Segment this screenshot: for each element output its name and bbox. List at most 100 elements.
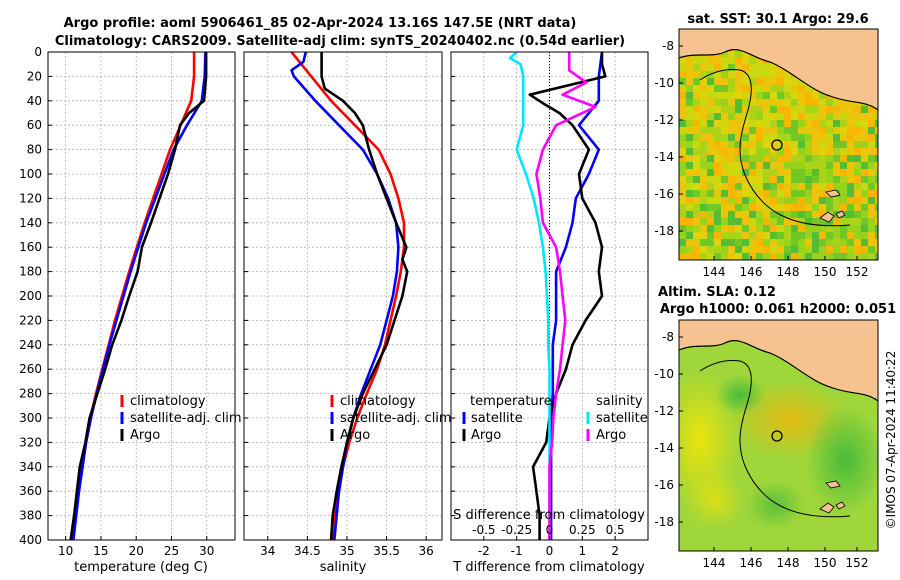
sst-pixel — [875, 169, 878, 176]
sst-pixel — [847, 134, 854, 141]
sst-pixel — [847, 246, 854, 253]
sst-pixel — [784, 239, 791, 246]
sst-pixel — [714, 232, 721, 239]
sst-pixel — [686, 232, 693, 239]
sst-pixel — [791, 120, 798, 127]
sst-pixel — [686, 183, 693, 190]
sst-pixel — [777, 85, 784, 92]
sst-pixel — [777, 148, 784, 155]
sst-pixel — [875, 134, 878, 141]
sst-pixel — [756, 253, 763, 260]
sst-pixel — [777, 106, 784, 113]
sst-pixel — [861, 246, 868, 253]
salinity-panel: 34 34.5 35 35.5 36 — [243, 51, 443, 558]
sst-pixel — [798, 190, 805, 197]
legend-temperature-heading: temperature — [470, 394, 552, 409]
sst-pixel — [833, 106, 840, 113]
sst-pixel — [728, 78, 735, 85]
sst-pixel — [826, 134, 833, 141]
sst-pixel — [798, 141, 805, 148]
sst-pixel — [840, 148, 847, 155]
sst-pixel — [735, 218, 742, 225]
sst-pixel — [735, 197, 742, 204]
sst-pixel — [742, 190, 749, 197]
sst-pixel — [714, 120, 721, 127]
sst-pixel — [756, 134, 763, 141]
sst-pixel — [700, 78, 707, 85]
sst-pixel — [798, 134, 805, 141]
sst-pixel — [861, 176, 868, 183]
sst-pixel — [784, 78, 791, 85]
sst-pixel — [868, 106, 875, 113]
sst-pixel — [826, 197, 833, 204]
sst-pixel — [854, 197, 861, 204]
sst-pixel — [679, 169, 686, 176]
sst-pixel — [742, 176, 749, 183]
sst-pixel — [805, 127, 812, 134]
sst-pixel — [728, 190, 735, 197]
sst-pixel — [826, 162, 833, 169]
sst-pixel — [735, 176, 742, 183]
sst-pixel — [735, 64, 742, 71]
sst-pixel — [819, 197, 826, 204]
sst-pixel — [721, 120, 728, 127]
sst-pixel — [791, 78, 798, 85]
sst-pixel — [728, 57, 735, 64]
sst-pixel — [791, 190, 798, 197]
sst-pixel — [777, 239, 784, 246]
sst-pixel — [805, 211, 812, 218]
sst-pixel — [763, 176, 770, 183]
sst-pixel — [777, 78, 784, 85]
sst-pixel — [686, 246, 693, 253]
sst-pixel — [693, 127, 700, 134]
sst-pixel — [833, 169, 840, 176]
y-tick-label: 160 — [19, 240, 42, 254]
sst-pixel — [763, 155, 770, 162]
sst-pixel — [693, 225, 700, 232]
legend-satellite: satellite-adj. clim — [340, 411, 452, 426]
sst-pixel — [735, 57, 742, 64]
sst-pixel — [714, 169, 721, 176]
sst-pixel — [812, 92, 819, 99]
sst-pixel — [847, 183, 854, 190]
sst-pixel — [735, 113, 742, 120]
sst-argo-location — [771, 139, 783, 151]
sst-pixel — [679, 211, 686, 218]
sst-pixel — [707, 92, 714, 99]
sst-pixel — [861, 141, 868, 148]
sst-pixel — [714, 190, 721, 197]
sst-pixel — [854, 106, 861, 113]
sst-pixel — [686, 127, 693, 134]
sst-pixel — [840, 197, 847, 204]
sst-pixel — [700, 246, 707, 253]
sst-pixel — [791, 113, 798, 120]
sst-pixel — [714, 246, 721, 253]
sst-pixel — [847, 211, 854, 218]
sst-pixel — [749, 141, 756, 148]
sst-pixel — [756, 78, 763, 85]
sst-pixel — [693, 169, 700, 176]
sst-pixel — [868, 239, 875, 246]
sst-pixel — [735, 225, 742, 232]
sst-pixel — [679, 253, 686, 260]
sst-pixel — [693, 85, 700, 92]
sst-pixel — [742, 127, 749, 134]
sst-pixel — [875, 218, 878, 225]
sst-pixel — [679, 155, 686, 162]
sst-pixel — [826, 106, 833, 113]
sst-pixel — [742, 85, 749, 92]
sst-pixel — [770, 71, 777, 78]
sst-pixel — [693, 148, 700, 155]
x-tick-label: 34.5 — [294, 544, 321, 558]
difference-xlabel: T difference from climatology — [452, 560, 645, 575]
sst-pixel — [798, 127, 805, 134]
sst-pixel — [854, 190, 861, 197]
sst-pixel — [784, 162, 791, 169]
sst-pixel — [693, 141, 700, 148]
series-line-s-argo — [535, 52, 597, 540]
sst-pixel — [868, 176, 875, 183]
sst-pixel — [840, 204, 847, 211]
sst-pixel — [693, 57, 700, 64]
sst-pixel — [861, 183, 868, 190]
sst-pixel — [693, 176, 700, 183]
